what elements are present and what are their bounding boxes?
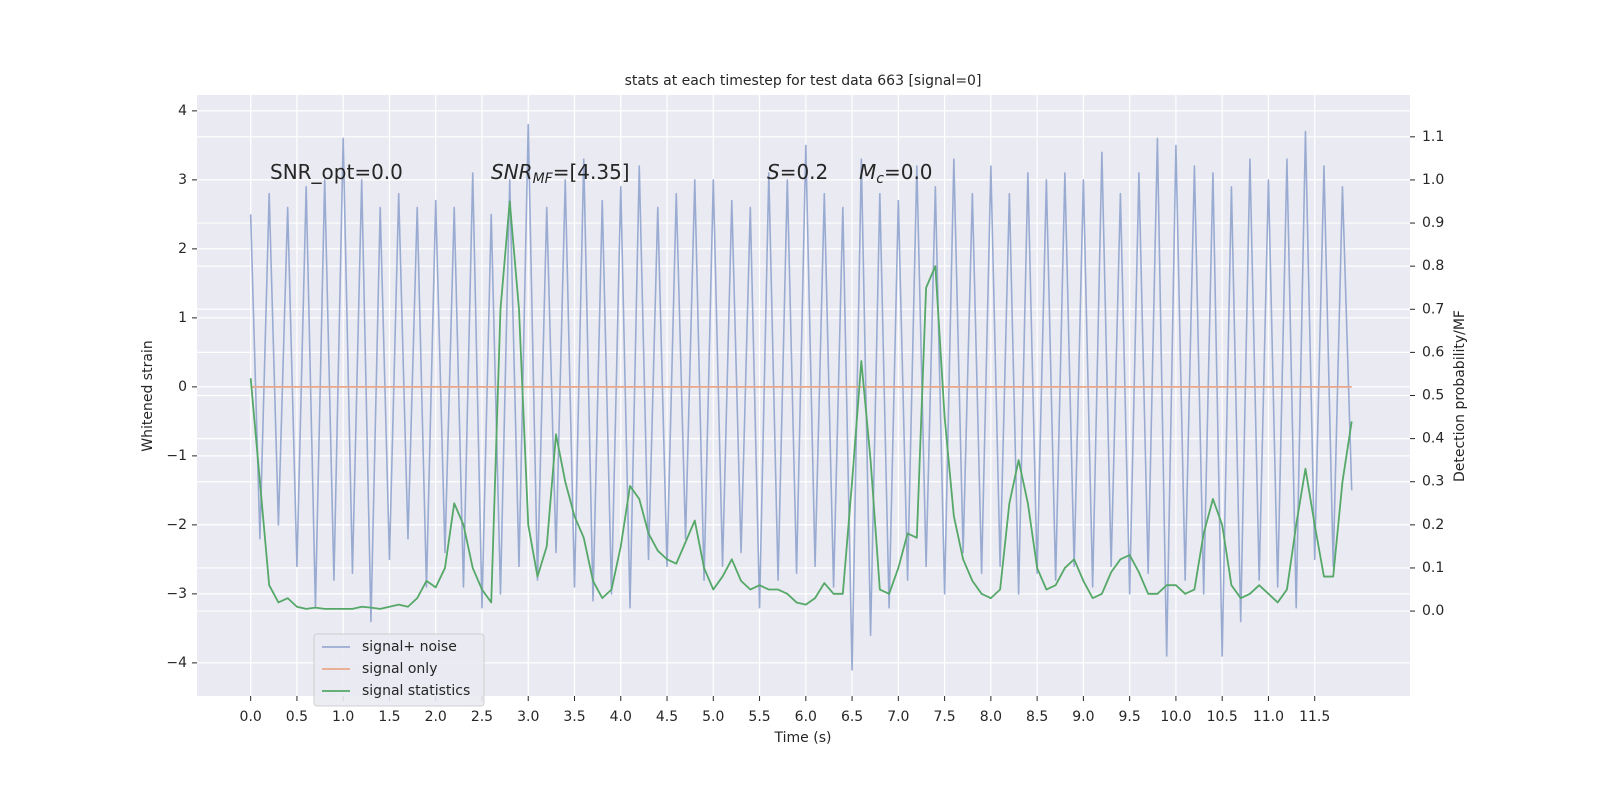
x-tick-label: 10.0	[1160, 709, 1191, 725]
y2-tick-label: 0.7	[1422, 301, 1444, 317]
y2-tick-label: 0.3	[1422, 474, 1444, 490]
y2-tick-label: 0.2	[1422, 517, 1444, 533]
x-tick-label: 10.5	[1207, 709, 1238, 725]
series-line	[249, 200, 1353, 610]
legend-box	[313, 633, 485, 707]
x-tick-label: 7.0	[887, 709, 909, 725]
x-tick-label: 1.5	[378, 709, 400, 725]
y2-tick-label: 0.5	[1422, 388, 1444, 404]
y2-tick-label: 1.1	[1422, 129, 1444, 145]
y2-tick-label: 0.9	[1422, 215, 1444, 231]
annotation-rest: =0.2	[780, 160, 829, 184]
annotation-sub: MF	[533, 171, 554, 187]
x-tick-label: 0.5	[286, 709, 308, 725]
x-tick-label: 2.0	[425, 709, 447, 725]
x-tick-label: 4.5	[656, 709, 678, 725]
x-axis-label: Time (s)	[774, 730, 832, 746]
x-tick-label: 3.5	[563, 709, 585, 725]
y-tick-label: 4	[178, 103, 187, 119]
x-tick-label: 8.5	[1026, 709, 1048, 725]
x-tick-label: 6.5	[841, 709, 863, 725]
legend-label: signal statistics	[362, 683, 470, 699]
annotation-rest: =[4.35]	[553, 160, 630, 184]
y-tick-label: −4	[166, 655, 187, 671]
y2-tick-label: 0.1	[1422, 560, 1444, 576]
y-axis-label: Whitened strain	[140, 340, 156, 451]
x-tick-label: 5.5	[748, 709, 770, 725]
y2-tick-label: 1.0	[1422, 172, 1444, 188]
y2-tick-label: 0.6	[1422, 344, 1444, 360]
x-tick-label: 8.0	[980, 709, 1002, 725]
y2-axis-label: Detection probability/MF	[1452, 310, 1468, 482]
y-tick-label: −1	[166, 448, 187, 464]
series-line	[249, 123, 1353, 671]
x-tick-label: 11.0	[1253, 709, 1284, 725]
annotation: SNR_opt=0.0	[270, 160, 403, 184]
y-tick-label: 3	[178, 172, 187, 188]
annotation: SNRMF=[4.35]	[491, 160, 630, 188]
annotation-base: SNR	[491, 160, 533, 184]
legend-label: signal+ noise	[362, 639, 457, 655]
x-tick-label: 7.5	[933, 709, 955, 725]
y-tick-label: 2	[178, 241, 187, 257]
x-tick-label: 11.5	[1299, 709, 1330, 725]
x-tick-label: 2.5	[471, 709, 493, 725]
x-tick-label: 6.0	[795, 709, 817, 725]
x-tick-label: 5.0	[702, 709, 724, 725]
y-tick-label: −2	[166, 517, 187, 533]
legend-label: signal only	[362, 661, 437, 677]
annotation: S=0.2	[767, 160, 828, 184]
annotation-base: M	[859, 160, 876, 184]
annotation-base: S	[767, 160, 780, 184]
annotation: Mc=0.0	[859, 160, 933, 188]
y-tick-label: 1	[178, 310, 187, 326]
x-tick-label: 9.0	[1072, 709, 1094, 725]
x-tick-label: 1.0	[332, 709, 354, 725]
y2-tick-label: 0.8	[1422, 258, 1444, 274]
x-tick-label: 4.0	[610, 709, 632, 725]
x-tick-label: 9.5	[1119, 709, 1141, 725]
annotation-base: SNR_opt=0.0	[270, 160, 403, 184]
chart-title: stats at each timestep for test data 663…	[625, 73, 982, 89]
annotation-rest: =0.0	[884, 160, 933, 184]
y-tick-label: −3	[166, 586, 187, 602]
annotation-sub: c	[876, 171, 884, 187]
y2-tick-label: 0.0	[1422, 603, 1444, 619]
x-tick-label: 0.0	[240, 709, 262, 725]
y-tick-label: 0	[178, 379, 187, 395]
y2-tick-label: 0.4	[1422, 431, 1444, 447]
x-tick-label: 3.0	[517, 709, 539, 725]
